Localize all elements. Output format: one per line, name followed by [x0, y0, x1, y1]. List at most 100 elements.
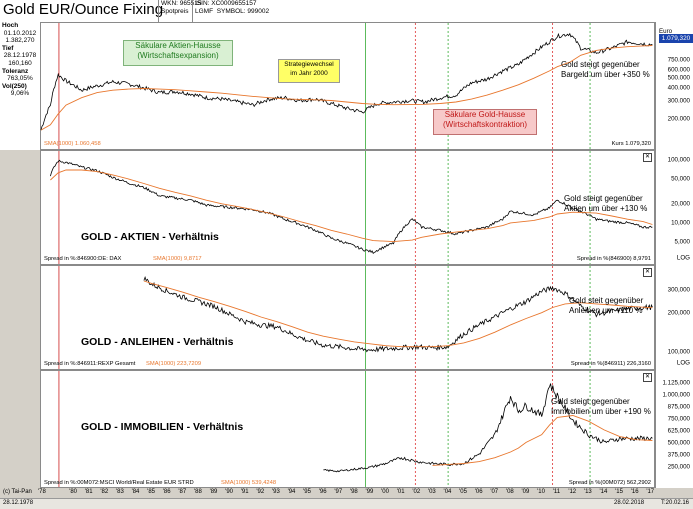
year-tick-label: '85	[147, 489, 155, 495]
high-label: Hoch	[2, 22, 19, 29]
gold-vs-bonds-line1: Gold steit gegenüber	[569, 296, 644, 305]
gold-vs-stocks-line1: Gold steigt gegenüber	[564, 194, 643, 203]
year-tick-label: '06	[474, 489, 483, 495]
y-tick-label: 750.000	[667, 56, 690, 64]
year-tick-label: '15	[615, 489, 623, 495]
y-tick-label: 200,000	[667, 309, 690, 317]
volatility-value: 9,06%	[10, 90, 30, 98]
strategy-change-line2: im Jahr 2000	[290, 70, 328, 77]
ratio-series-line	[143, 275, 653, 353]
gold-vs-cash-line2: Bargeld um über +350 %	[561, 70, 650, 79]
y-tick-label: 100,000	[667, 348, 690, 356]
y-tick-label: 500.000	[667, 74, 690, 82]
start-date: 28.12.1978	[3, 500, 34, 506]
year-tick-label: '84	[131, 489, 140, 495]
year-tick-label: '89	[209, 489, 218, 495]
gold-price-axis: Euro 1.079,320 750.000 600.000 500.000 400.…	[655, 22, 693, 150]
gold-vs-realestate-line1: Gold steigt gegenüber	[551, 397, 630, 406]
currency-label: Euro	[659, 28, 673, 35]
gold-stocks-plot	[50, 151, 653, 264]
sma-line	[50, 169, 653, 243]
y-tick-label: 100,000	[667, 156, 690, 164]
ratio-series-line	[50, 159, 653, 254]
ratio-series-line	[40, 32, 653, 131]
low-value: 160,160	[8, 59, 32, 67]
chart-title: Gold EUR/Ounce Fixing	[3, 1, 164, 18]
secular-gold-bull-line2: (Wirtschaftskontraktion)	[442, 120, 528, 129]
year-tick-label: '03	[427, 489, 436, 495]
close-panel-icon[interactable]: ✕	[643, 373, 652, 382]
log-label: LOG	[676, 359, 690, 367]
year-tick-label: '02	[412, 489, 421, 495]
wkn-cell: WKN: 965515 Spotpreis	[158, 0, 201, 22]
year-tick-label: '07	[490, 489, 499, 495]
year-tick-label: '13	[583, 489, 592, 495]
rexp-value-legend: Spread in %(846911) 226,3160	[570, 361, 651, 367]
gold-bonds-title: GOLD - ANLEIHEN - Verhältnis	[81, 336, 234, 348]
gold-bonds-panel[interactable]: GOLD - ANLEIHEN - Verhältnis Gold steit …	[40, 265, 655, 370]
gold-stocks-panel[interactable]: GOLD - AKTIEN - Verhältnis Gold steigt g…	[40, 150, 655, 265]
dax-sma-legend: SMA(1000) 9,8717	[153, 256, 202, 262]
gold-realestate-axis: 1.125,000 1.000,000 875,000 750,000 625,000 5…	[655, 370, 693, 488]
close-panel-icon[interactable]: ✕	[643, 268, 652, 277]
copyright-label: (c) Tai-Pan	[3, 489, 32, 495]
volatility-label: Vol(250)	[2, 82, 27, 90]
low-date: 28.12.1978	[3, 52, 37, 60]
y-tick-label: 10,000	[671, 219, 690, 227]
secular-gold-bull-line1: Säkulare Gold-Hausse	[444, 110, 526, 119]
rexp-sma-legend: SMA(1000) 223,7209	[146, 361, 202, 367]
realestate-sma-legend: SMA(1000) 539,4248	[221, 480, 277, 486]
tolerance-value: 763,05%	[7, 75, 33, 83]
year-tick-label: '00	[381, 489, 389, 495]
gold-vs-realestate-note: Gold steigt gegenüber Immobilien um über…	[551, 397, 651, 417]
year-tick-label: '81	[84, 489, 93, 495]
year-tick-label: '96	[318, 489, 327, 495]
y-tick-label: 250,000	[667, 463, 690, 471]
y-tick-label: 1.125,000	[662, 379, 690, 387]
year-tick-label: '87	[178, 489, 187, 495]
close-panel-icon[interactable]: ✕	[643, 153, 652, 162]
symbol-label: SYMBOL: 999002	[216, 8, 270, 15]
high-value: 1.382,270	[5, 37, 35, 45]
ratio-series-line	[323, 383, 653, 473]
year-tick-label: '14	[599, 489, 608, 495]
year-tick-label: '83	[115, 489, 124, 495]
time-axis: (c) Tai-Pan '78 '80 '81 '82 '83 '84 '85 '86 '87 '…	[0, 488, 693, 497]
price-legend: Kurs 1.079,320	[611, 141, 651, 147]
gold-price-panel[interactable]: Säkulare Aktien-Hausse (Wirtschaftsexpan…	[40, 22, 655, 150]
year-tick-label: '05	[459, 489, 467, 495]
end-date: 28.02.2018	[614, 500, 645, 506]
y-tick-label: 1.000,000	[662, 391, 690, 399]
time-label: T:20.02.16	[661, 500, 690, 506]
low-label: Tief	[2, 44, 14, 52]
isin-cell: ISIN: XC0009655157 LGMF SYMBOL: 999002	[192, 0, 285, 22]
year-tick-label: '91	[240, 489, 249, 495]
secular-gold-bull-box: Säkulare Gold-Hausse (Wirtschaftskontrak…	[433, 109, 537, 135]
gold-bonds-axis: 300,000 200,000 100,000 LOG	[655, 265, 693, 370]
symbol-prefix: LGMF	[195, 8, 214, 15]
year-tick-label: '01	[396, 489, 405, 495]
realestate-value-legend: Spread in %(00M072) 562,2902	[568, 480, 651, 486]
year-tick-label: '04	[443, 489, 452, 495]
gold-realestate-panel[interactable]: GOLD - IMMOBILIEN - Verhältnis Gold stei…	[40, 370, 655, 488]
year-tick-label: '08	[505, 489, 514, 495]
timeline-scrollbar[interactable]: 28.12.1978 28.02.2018 T:20.02.16	[0, 498, 693, 509]
gold-stocks-title: GOLD - AKTIEN - Verhältnis	[81, 231, 219, 243]
y-tick-label: 400.000	[667, 84, 690, 92]
year-tick-label: '16	[630, 489, 639, 495]
y-tick-label: 875,000	[667, 403, 690, 411]
year-tick-label: '78	[38, 489, 46, 495]
header-bar: Gold EUR/Ounce Fixing WKN: 965515 Spotpr…	[0, 0, 693, 23]
y-tick-label: 20,000	[671, 200, 690, 208]
year-tick-label: '98	[349, 489, 358, 495]
strategy-change-line1: Strategiewechsel	[284, 61, 334, 68]
year-tick-label: '17	[646, 489, 655, 495]
secular-stock-bull-line2: (Wirtschaftsexpansion)	[137, 51, 219, 60]
year-tick-label: '12	[568, 489, 577, 495]
sma-line	[432, 415, 653, 466]
dax-value-legend: Spread in %(846900) 8,9791	[576, 256, 651, 262]
gold-stocks-axis: 100,000 50,000 20,000 10,000 5,000 LOG	[655, 150, 693, 265]
year-tick-label: '99	[365, 489, 374, 495]
year-tick-label: '80	[69, 489, 78, 495]
